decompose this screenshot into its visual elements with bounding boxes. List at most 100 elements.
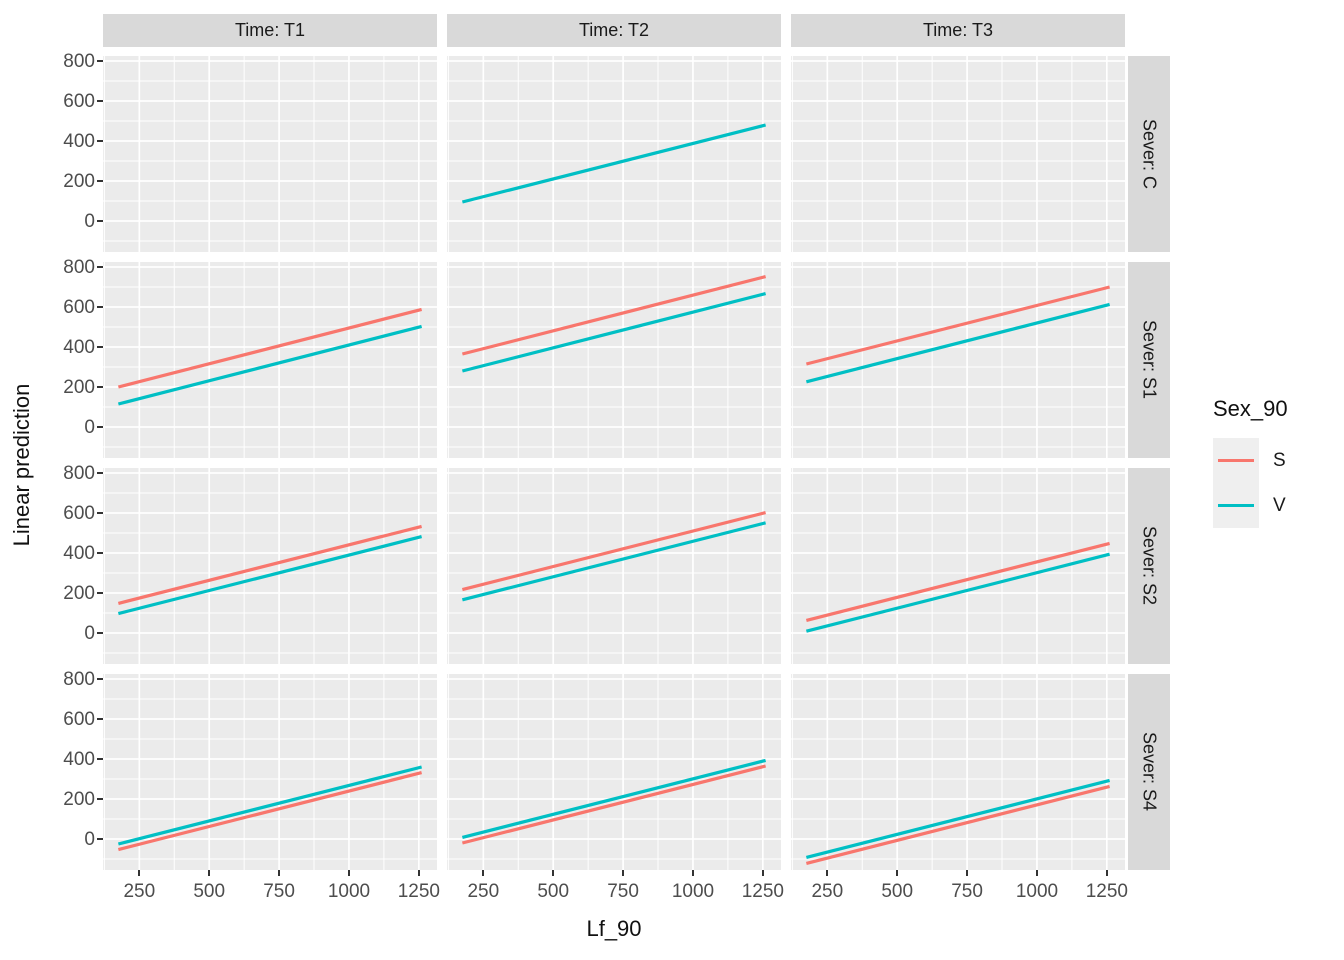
- legend-key: [1213, 438, 1259, 483]
- facet-row-strip: Sever: S2: [1128, 468, 1170, 664]
- x-tick-mark: [966, 870, 969, 876]
- facet-panel: [791, 56, 1125, 252]
- y-tick-label: 0: [84, 623, 95, 644]
- y-tick-label: 600: [63, 91, 95, 112]
- panel-background: [447, 56, 781, 252]
- y-tick-mark: [97, 758, 103, 760]
- y-tick-mark: [97, 592, 103, 594]
- legend-key-line: [1218, 504, 1254, 507]
- x-tick-label: 500: [537, 881, 570, 902]
- x-tick-label: 250: [811, 881, 844, 902]
- y-tick-mark: [97, 386, 103, 388]
- facet-row-strip: Sever: S4: [1128, 674, 1170, 870]
- y-tick-label: 600: [63, 297, 95, 318]
- facet-panel: [447, 56, 781, 252]
- x-tick-label: 500: [193, 881, 226, 902]
- facet-row-strip: Sever: S1: [1128, 262, 1170, 458]
- x-tick-label: 500: [881, 881, 914, 902]
- prediction-line-S: [461, 764, 767, 845]
- facet-panel: [103, 262, 437, 458]
- prediction-line-V: [805, 302, 1111, 384]
- panel-background: [791, 262, 1125, 458]
- y-tick-label: 400: [63, 749, 95, 770]
- y-tick-label: 400: [63, 131, 95, 152]
- x-tick-mark: [482, 870, 485, 876]
- facet-panel: [103, 468, 437, 664]
- x-tick-label: 750: [607, 881, 639, 902]
- prediction-line-S: [117, 771, 423, 852]
- legend-entry: S: [1213, 438, 1338, 483]
- prediction-line-V: [117, 765, 423, 846]
- x-tick-mark: [1105, 870, 1108, 876]
- y-tick-mark: [97, 220, 103, 222]
- x-tick-mark: [896, 870, 899, 876]
- facet-panel: [103, 56, 437, 252]
- facet-col-strip: Time: T2: [447, 14, 781, 47]
- x-tick-mark: [691, 870, 694, 876]
- y-tick-label: 200: [63, 377, 95, 398]
- x-tick-label: 1000: [671, 881, 715, 902]
- x-axis-title: Lf_90: [586, 916, 642, 941]
- facet-panel: [791, 262, 1125, 458]
- panel-background: [103, 262, 437, 458]
- x-tick-label: 250: [467, 881, 500, 902]
- x-tick-mark: [208, 870, 211, 876]
- prediction-line-V: [117, 535, 423, 616]
- panel-background: [447, 468, 781, 664]
- y-tick-mark: [97, 266, 103, 268]
- facet-panel: [791, 674, 1125, 870]
- x-tick-mark: [1035, 870, 1038, 876]
- x-tick-mark: [278, 870, 281, 876]
- legend-label: V: [1273, 494, 1286, 516]
- y-tick-mark: [97, 180, 103, 182]
- prediction-line-V: [805, 778, 1111, 859]
- prediction-line-S: [461, 275, 767, 356]
- y-tick-label: 0: [84, 417, 95, 438]
- x-tick-mark: [761, 870, 764, 876]
- y-tick-label: 800: [63, 257, 95, 278]
- y-tick-mark: [97, 306, 103, 308]
- y-tick-label: 200: [63, 583, 95, 604]
- y-tick-mark: [97, 838, 103, 840]
- panel-background: [103, 674, 437, 870]
- prediction-line-V: [461, 758, 767, 839]
- x-tick-label: 1250: [1085, 881, 1128, 902]
- y-tick-label: 800: [63, 669, 95, 690]
- y-tick-mark: [97, 140, 103, 142]
- x-tick-mark: [622, 870, 625, 876]
- prediction-line-V: [461, 292, 767, 373]
- x-tick-mark: [826, 870, 829, 876]
- prediction-line-S: [117, 307, 423, 389]
- x-tick-label: 1250: [741, 881, 784, 902]
- y-tick-mark: [97, 798, 103, 800]
- panel-background: [791, 674, 1125, 870]
- panel-background: [447, 674, 781, 870]
- panel-background: [791, 468, 1125, 664]
- prediction-line-S: [117, 524, 423, 605]
- facet-col-strip: Time: T1: [103, 14, 437, 47]
- legend-key-line: [1218, 459, 1254, 462]
- y-axis-title: Linear prediction: [9, 383, 34, 547]
- y-tick-label: 0: [84, 829, 95, 850]
- y-tick-label: 800: [63, 463, 95, 484]
- y-tick-mark: [97, 512, 103, 514]
- x-tick-label: 1000: [1015, 881, 1059, 902]
- panel-background: [447, 262, 781, 458]
- y-tick-label: 200: [63, 171, 95, 192]
- prediction-line-S: [805, 285, 1111, 366]
- y-tick-label: 400: [63, 543, 95, 564]
- prediction-line-S: [805, 784, 1111, 865]
- facet-panel: [791, 468, 1125, 664]
- prediction-line-V: [805, 552, 1111, 633]
- x-tick-mark: [138, 870, 141, 876]
- y-tick-mark: [97, 426, 103, 428]
- y-tick-mark: [97, 632, 103, 634]
- x-tick-mark: [552, 870, 555, 876]
- y-tick-mark: [97, 346, 103, 348]
- facet-panel: [103, 674, 437, 870]
- facet-panel: [447, 262, 781, 458]
- y-tick-mark: [97, 678, 103, 680]
